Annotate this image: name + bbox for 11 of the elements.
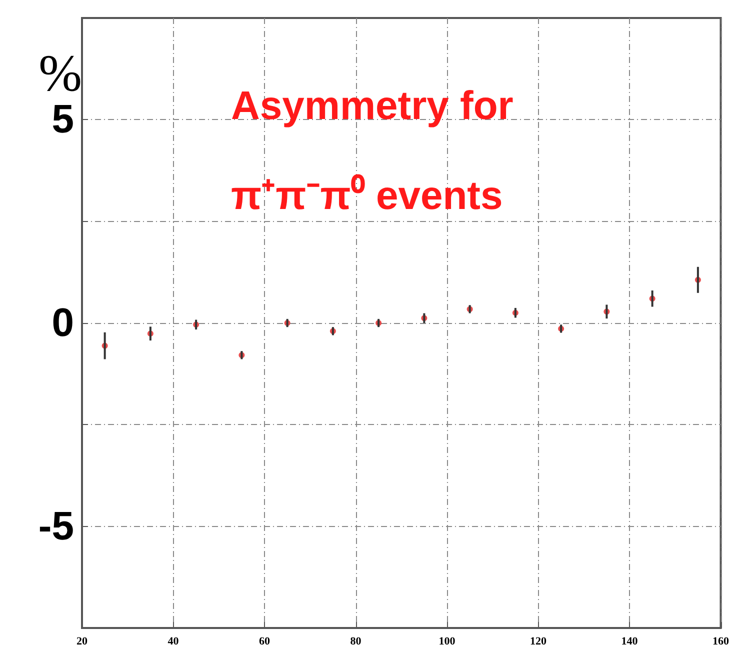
y-tick-label: -5 — [38, 504, 74, 548]
y-tick-label: 0 — [52, 301, 74, 345]
x-tick-label: 120 — [530, 636, 547, 648]
x-tick-label: 40 — [168, 636, 180, 648]
text: Asymmetry for π⁺π⁻π⁰ events — [231, 84, 514, 218]
x-tick-label: 140 — [621, 636, 638, 648]
x-tick-label: 100 — [438, 636, 456, 648]
x-tick-label: 60 — [259, 636, 270, 648]
x-tick-label: 160 — [712, 636, 730, 648]
x-tick-label: 80 — [350, 636, 362, 648]
x-tick-label: 20 — [76, 636, 88, 648]
